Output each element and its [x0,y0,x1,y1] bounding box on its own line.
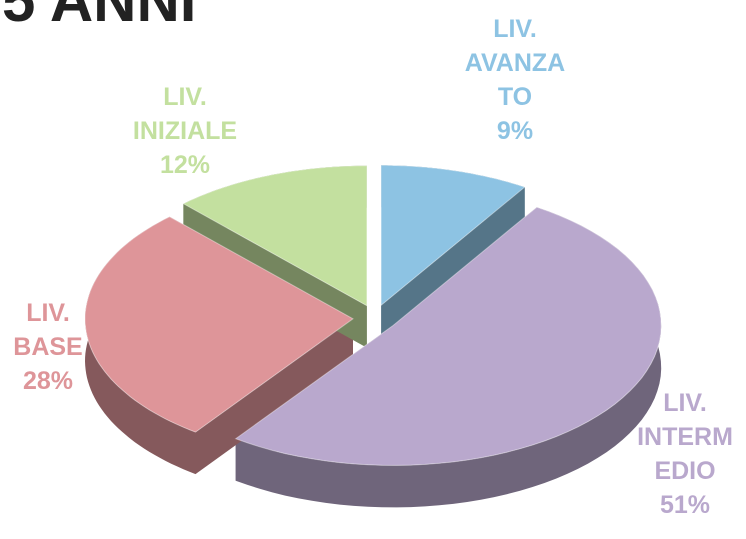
category-label: LIV. INIZIALE [132,83,238,145]
category-label: LIV. BASE [13,299,83,361]
slice [380,164,526,307]
slice [234,206,662,466]
category-label: LIV. INTERMEDIO [637,389,733,485]
value-label: 28% [22,367,74,395]
slice-label: LIV. BASE 28% [12,296,84,398]
slice-label: LIV. INTERMEDIO 51% [630,386,740,522]
value-label: 9% [496,117,534,145]
slice-label: LIV. INIZIALE 12% [118,80,253,182]
value-label: 51% [659,491,711,519]
slice-edge [235,207,662,508]
value-label: 12% [159,151,211,179]
chart-title: 5 ANNI [2,0,197,34]
slice-side [195,318,353,475]
slice-label: LIV. AVANZATO 9% [459,12,571,148]
slice [182,165,368,307]
category-label: LIV. AVANZATO [464,15,566,111]
slice [84,216,354,433]
